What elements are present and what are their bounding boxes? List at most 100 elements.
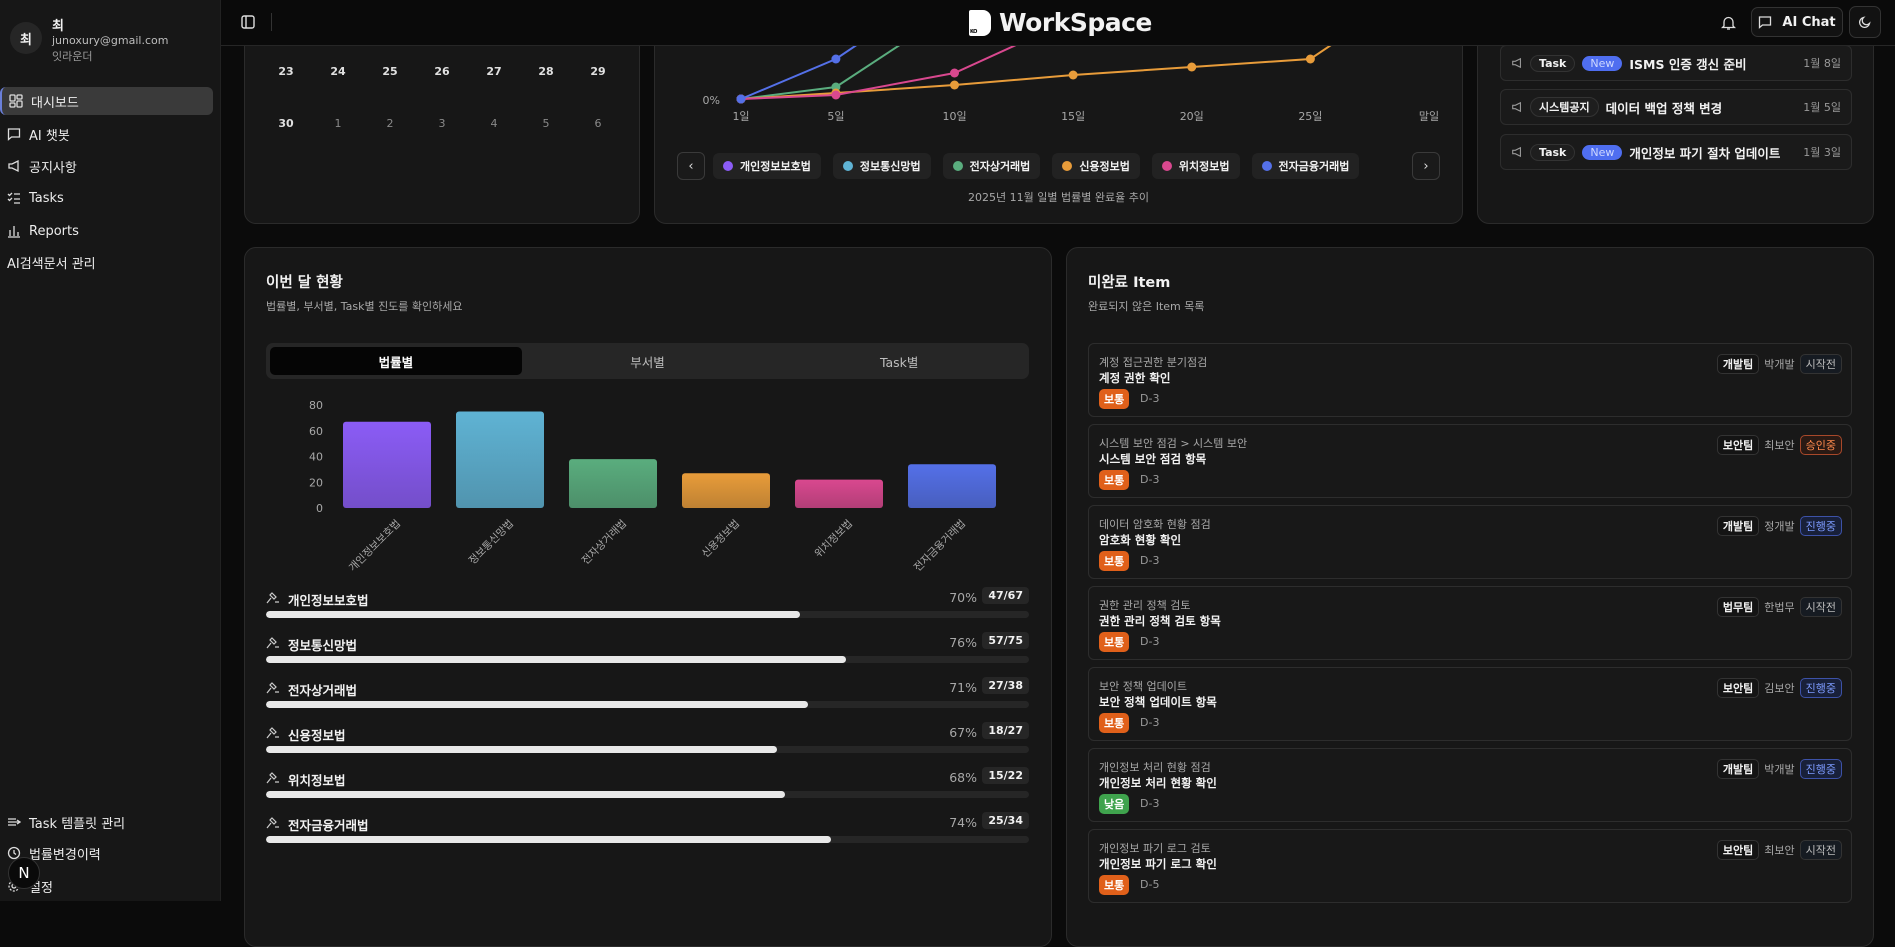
series-point <box>831 90 841 100</box>
sidebar-item-3[interactable]: Tasks <box>0 184 213 212</box>
calendar-day[interactable]: 28 <box>538 65 554 78</box>
tab-2[interactable]: Task별 <box>879 354 919 370</box>
x-tick-label: 신용정보법 <box>699 518 742 561</box>
series-point <box>1187 62 1197 72</box>
incomplete-item[interactable]: 개인정보 파기 로그 검토 개인정보 파기 로그 확인 보통 D-5 보안팀 최보안 시작전 <box>1088 829 1852 903</box>
priority-badge: 보통 <box>1099 470 1130 490</box>
series-point <box>831 54 841 64</box>
legend-dot <box>1161 161 1172 171</box>
incomplete-item[interactable]: 계정 접근권한 분기점검 계정 권한 확인 보통 D-3 개발팀 박개발 시작전 <box>1088 343 1852 417</box>
x-tick-label: 20일 <box>1179 110 1204 123</box>
sidebar-item-1[interactable]: AI 챗봇 <box>0 120 213 148</box>
notice-date: 1월 5일 <box>1803 101 1841 114</box>
progress-count: 18/27 <box>982 722 1029 739</box>
tab-0[interactable]: 법률별 <box>270 347 522 375</box>
legend-prev-button[interactable]: ‹ <box>677 152 705 180</box>
team-badge: 개발팀 <box>1716 354 1760 374</box>
notice-title: 데이터 백업 정책 변경 <box>1605 100 1723 116</box>
x-tick-label: 정보통신망법 <box>467 518 516 567</box>
incomplete-item[interactable]: 개인정보 처리 현황 점검 개인정보 처리 현황 확인 낮음 D-3 개발팀 박개발 진행중 <box>1088 748 1852 822</box>
legend-item[interactable]: 전자상거래법 <box>942 153 1041 179</box>
notice-item[interactable]: 시스템공지 데이터 백업 정책 변경 1월 5일 <box>1500 89 1852 125</box>
legend-item[interactable]: 정보통신망법 <box>832 153 931 179</box>
sidebar-item-label: Task 템플릿 관리 <box>29 816 126 832</box>
notice-item[interactable]: Task New ISMS 인증 갱신 준비 1월 8일 <box>1500 45 1852 81</box>
sidebar-item-4[interactable]: Reports <box>0 217 213 245</box>
series-point <box>1305 54 1315 64</box>
logo[interactable]: KO WorkSpace <box>969 8 1152 37</box>
y-tick-label: 20 <box>309 476 323 489</box>
bell-icon[interactable] <box>1721 15 1736 31</box>
progress-fill <box>266 611 801 618</box>
calendar-day[interactable]: 5 <box>542 117 550 130</box>
sidebar-item-label: 대시보드 <box>31 95 79 111</box>
theme-toggle-button[interactable] <box>1849 6 1881 38</box>
calendar-day[interactable]: 23 <box>278 65 294 78</box>
calendar-day[interactable]: 27 <box>486 65 502 78</box>
sidebar-toggle-icon[interactable] <box>241 15 255 29</box>
incomplete-item[interactable]: 데이터 암호화 현황 점검 암호화 현황 확인 보통 D-3 개발팀 정개발 진행중 <box>1088 505 1852 579</box>
status-badge: 진행중 <box>1799 678 1842 698</box>
user-name: 최 <box>52 19 64 34</box>
legend-item[interactable]: 위치정보법 <box>1151 153 1240 179</box>
dashboard-icon <box>9 94 23 108</box>
progress-row: 위치정보법 68% 15/22 <box>266 767 1029 810</box>
legend-item[interactable]: 개인정보보호법 <box>713 153 821 179</box>
progress-count: 15/22 <box>982 767 1029 784</box>
bar[interactable] <box>343 421 431 508</box>
bar[interactable] <box>908 464 996 508</box>
sidebar-item-1[interactable]: 법률변경이력 <box>0 839 213 867</box>
calendar-day[interactable]: 30 <box>278 117 294 130</box>
calendar-day[interactable]: 1 <box>334 117 342 130</box>
item-category: 권한 관리 정책 검토 <box>1099 599 1191 612</box>
monthly-tabs: 법률별 부서별 Task별 <box>266 343 1029 379</box>
owner-name: 한법무 <box>1764 601 1795 614</box>
legend-dot <box>723 161 733 171</box>
chat-icon <box>7 128 21 141</box>
calendar-day[interactable]: 26 <box>434 65 450 78</box>
tab-1[interactable]: 부서별 <box>630 354 665 370</box>
calendar-day[interactable]: 25 <box>382 65 398 78</box>
sidebar-item-0[interactable]: 대시보드 <box>0 87 213 115</box>
legend-label: 개인정보보호법 <box>740 160 811 173</box>
sidebar-item-2[interactable]: 공지사항 <box>0 152 213 180</box>
bar[interactable] <box>682 473 770 508</box>
monthly-subtitle: 법률별, 부서별, Task별 진도를 확인하세요 <box>266 300 463 313</box>
next-dev-badge[interactable]: N <box>8 857 40 889</box>
incomplete-item[interactable]: 시스템 보안 점검 > 시스템 보안 시스템 보안 점검 항목 보통 D-3 보안팀 최보… <box>1088 424 1852 498</box>
calendar-day[interactable]: 4 <box>490 117 498 130</box>
bar[interactable] <box>456 411 544 508</box>
legend-next-button[interactable]: › <box>1412 152 1440 180</box>
history-icon <box>7 846 21 860</box>
incomplete-item[interactable]: 보안 정책 업데이트 보안 정책 업데이트 항목 보통 D-3 보안팀 김보안 진행중 <box>1088 667 1852 741</box>
gavel-icon <box>266 637 279 649</box>
calendar-day[interactable]: 29 <box>590 65 606 78</box>
ai-chat-button[interactable]: AI Chat <box>1751 7 1843 37</box>
team-badge: 보안팀 <box>1716 435 1760 455</box>
calendar-day[interactable]: 24 <box>330 65 346 78</box>
sidebar-item-0[interactable]: Task 템플릿 관리 <box>0 808 213 836</box>
progress-percent: 76% <box>949 635 977 650</box>
bar[interactable] <box>569 459 657 508</box>
megaphone-icon <box>1512 101 1521 113</box>
calendar-day[interactable]: 3 <box>438 117 446 130</box>
owner-name: 김보안 <box>1764 682 1795 695</box>
avatar[interactable]: 최 <box>10 22 42 54</box>
incomplete-item[interactable]: 권한 관리 정책 검토 권한 관리 정책 검토 항목 보통 D-3 법무팀 한법무 시작전 <box>1088 586 1852 660</box>
notice-item[interactable]: Task New 개인정보 파기 절차 업데이트 1월 3일 <box>1500 134 1852 170</box>
sidebar: 최 최 junoxury@gmail.com 잇라운더 대시보드 AI 챗봇 공지사… <box>0 0 221 901</box>
item-name: 개인정보 파기 로그 확인 <box>1099 857 1217 871</box>
sidebar-item-5[interactable]: AI검색문서 관리 <box>0 248 213 276</box>
calendar-day[interactable]: 6 <box>594 117 602 130</box>
new-badge: New <box>1582 144 1623 160</box>
priority-badge: 보통 <box>1099 551 1130 571</box>
status-badge: 시작전 <box>1799 840 1842 860</box>
legend-item[interactable]: 전자금융거래법 <box>1251 153 1360 179</box>
bar[interactable] <box>795 479 883 508</box>
x-tick-label: 전자상거래법 <box>580 518 629 567</box>
calendar-day[interactable]: 2 <box>386 117 394 130</box>
list-arrow-icon <box>8 818 21 826</box>
progress-percent: 71% <box>949 680 977 695</box>
legend-item[interactable]: 신용정보법 <box>1052 153 1140 179</box>
owner-name: 최보안 <box>1764 439 1795 452</box>
